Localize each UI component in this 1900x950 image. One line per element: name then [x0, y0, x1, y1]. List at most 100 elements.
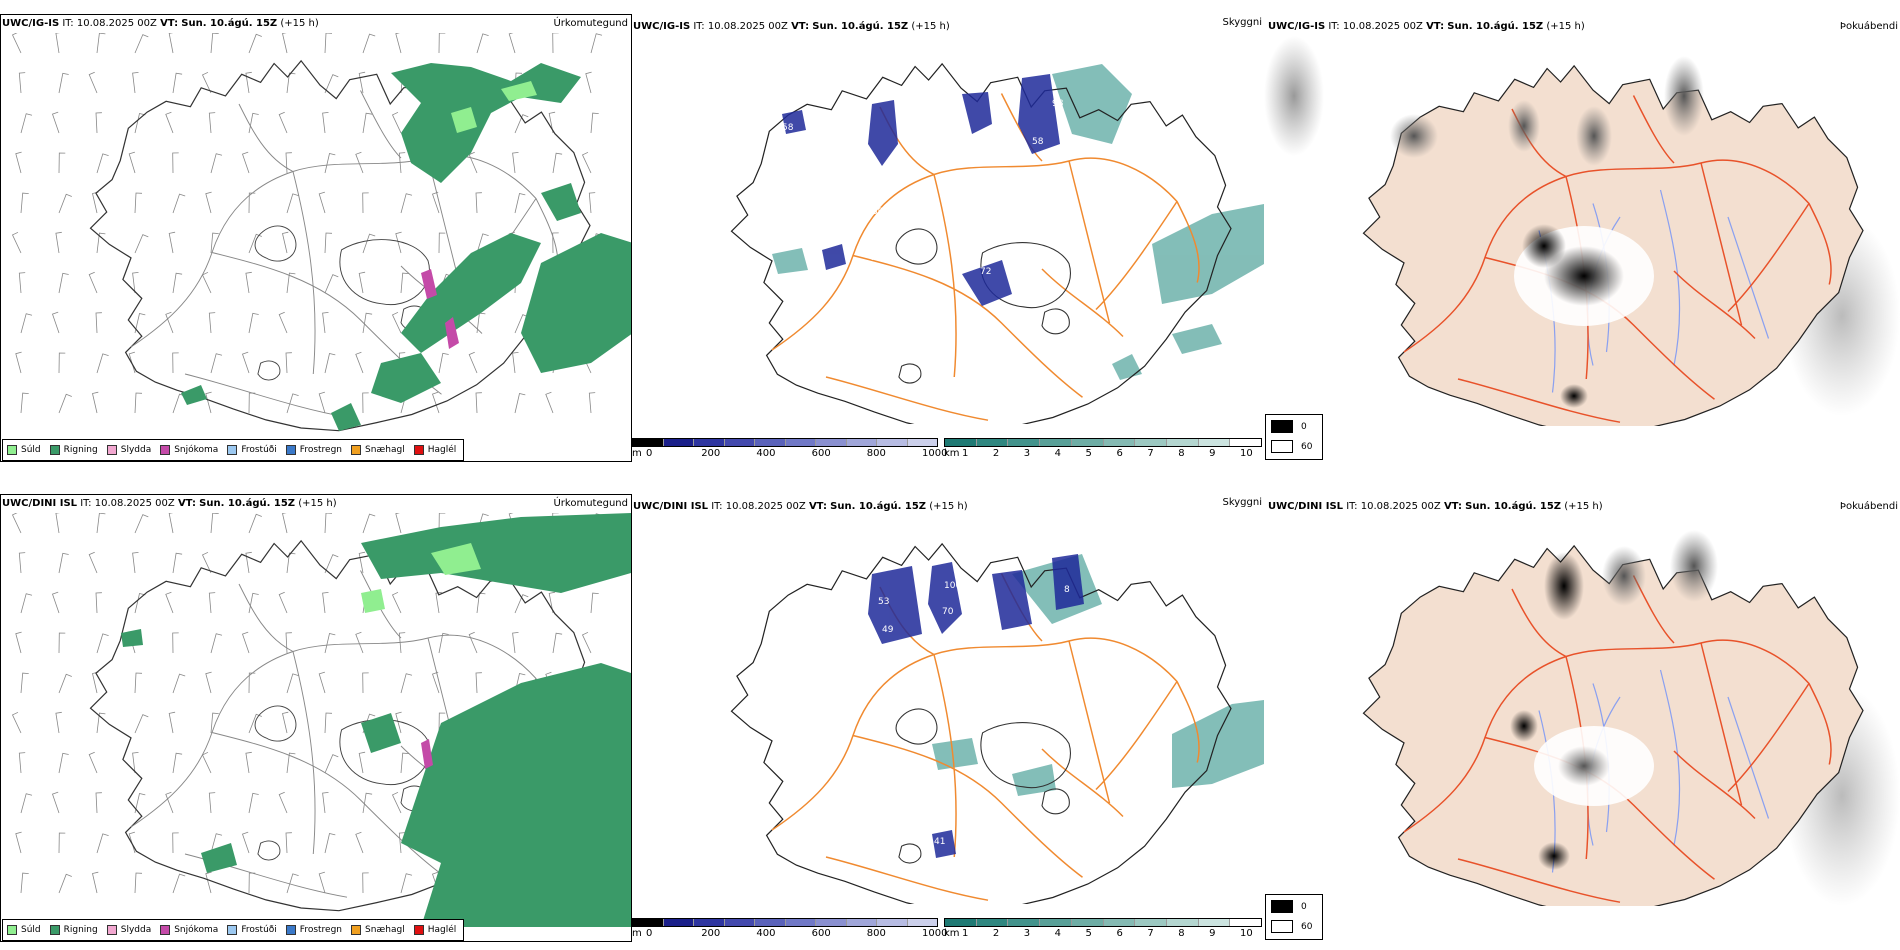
wind-barb: [208, 112, 216, 134]
product-name: Skyggni: [1222, 497, 1262, 508]
wind-barb: [58, 832, 66, 854]
colorbar-segment: [633, 439, 664, 446]
drizzle-areas: [361, 543, 481, 613]
panel-header: UWC/DINI ISL IT: 10.08.2025 00Z VT: Sun.…: [633, 501, 968, 512]
colorbar-tick: 2: [992, 928, 1000, 939]
panel-header: UWC/IG-IS IT: 10.08.2025 00Z VT: Sun. 10…: [633, 21, 950, 32]
colorbar-tick: 7: [1147, 448, 1154, 459]
wind-barb: [358, 751, 366, 774]
wind-barb: [514, 193, 526, 214]
wind-barb: [581, 151, 592, 174]
precip-legend: Súld Rigning Slydda Snjókoma Frostúði Frostre…: [2, 919, 464, 941]
wind-barb: [355, 351, 364, 374]
wind-barb: [324, 833, 336, 854]
wind-barb: [134, 593, 146, 614]
rain-areas: [181, 63, 631, 431]
wind-barb: [324, 232, 333, 254]
wind-barb: [201, 71, 212, 94]
wind-barb: [58, 193, 72, 214]
wind-barb: [128, 151, 136, 174]
wind-barb: [324, 353, 336, 374]
precip-legend: Súld Rigning Slydda Snjókoma Frostúði Frostre…: [2, 439, 464, 461]
wind-barb: [172, 72, 183, 94]
wind-barb: [58, 632, 66, 654]
colorbar-segment: [945, 439, 977, 446]
wind-barb: [248, 233, 262, 254]
legend-swatch: [49, 925, 60, 935]
colorbar-tick: 3: [1023, 928, 1031, 939]
wind-barb: [514, 594, 529, 614]
wind-barb: [96, 633, 109, 654]
wind-barb: [55, 711, 62, 734]
panel-header: UWC/DINI ISL IT: 10.08.2025 00Z VT: Sun.…: [2, 498, 337, 509]
wind-barb: [585, 71, 592, 94]
legend-swatch: [285, 445, 296, 455]
wind-barb: [18, 272, 26, 294]
wind-barb: [552, 33, 559, 54]
wind-barb: [508, 33, 516, 54]
colorbar-tick: 200: [701, 448, 721, 459]
wind-barb: [438, 232, 446, 254]
wind-barb: [15, 831, 22, 854]
cloudbase-value: 72: [980, 267, 991, 277]
legend-swatch: [227, 445, 238, 455]
wind-barb: [58, 272, 69, 294]
wind-barb: [248, 792, 259, 814]
precip-map: [11, 33, 631, 432]
wind-barb: [15, 351, 22, 374]
wind-barb: [286, 272, 296, 294]
wind-barb: [245, 271, 252, 294]
wind-barb: [58, 393, 72, 414]
colorbar-segment: [1040, 919, 1072, 926]
legend-item: Frostregn: [285, 445, 342, 455]
wind-barb: [282, 33, 288, 54]
wind-barb: [210, 633, 223, 654]
wind-barb: [362, 872, 369, 894]
colorbar-segment: [1230, 919, 1262, 926]
fog-legend-item: 60: [1271, 440, 1312, 453]
colorbar-segment: [694, 439, 725, 446]
legend-swatch: [7, 445, 17, 455]
legend-swatch: [351, 445, 362, 455]
cloudbase-value: 19: [1052, 147, 1064, 157]
legend-label: Snjókoma: [174, 445, 219, 455]
fog-legend-swatch: [1271, 900, 1293, 913]
legend-swatch: [106, 925, 117, 935]
legend-label: Slydda: [120, 925, 152, 935]
wind-barb: [241, 351, 250, 374]
colorbar-segment: [877, 919, 908, 926]
fog-shading: [1510, 530, 1718, 870]
visibility-ticks: km 1 2 3 4 5 6 7 8 9 10: [944, 448, 1264, 460]
wind-barb: [132, 72, 139, 94]
legend-item: Snjókoma: [160, 445, 218, 455]
visibility-colorbar: [944, 918, 1262, 927]
colorbar-segment: [755, 439, 786, 446]
wind-barb: [400, 673, 413, 694]
wind-barb: [355, 151, 364, 174]
colorbar-segment: [663, 439, 694, 446]
wind-barb: [245, 551, 252, 574]
wind-barb: [438, 513, 446, 534]
cloudbase-value: 98: [1052, 99, 1064, 109]
wind-barb: [286, 873, 299, 894]
wind-barb: [248, 672, 256, 694]
wind-barb: [96, 712, 106, 734]
wind-barb: [391, 311, 402, 334]
wind-barb: [286, 393, 299, 414]
wind-barb: [395, 711, 402, 734]
legend-label: Frostregn: [299, 925, 343, 935]
colorbar-segment: [724, 439, 755, 446]
wind-barb: [395, 231, 402, 254]
colorbar-segment: [1198, 439, 1231, 446]
legend-label: Haglél: [427, 925, 457, 935]
wind-barb: [134, 113, 146, 134]
wind-barb: [324, 754, 339, 774]
wind-barb: [88, 751, 98, 774]
product-name: Skyggni: [1222, 17, 1262, 28]
colorbar-unit: km: [944, 928, 960, 939]
wind-barb: [172, 752, 183, 774]
colorbar-segment: [846, 919, 877, 926]
wind-barb: [248, 312, 259, 334]
colorbar-tick: 1000: [922, 448, 948, 459]
wind-barb: [210, 33, 219, 54]
